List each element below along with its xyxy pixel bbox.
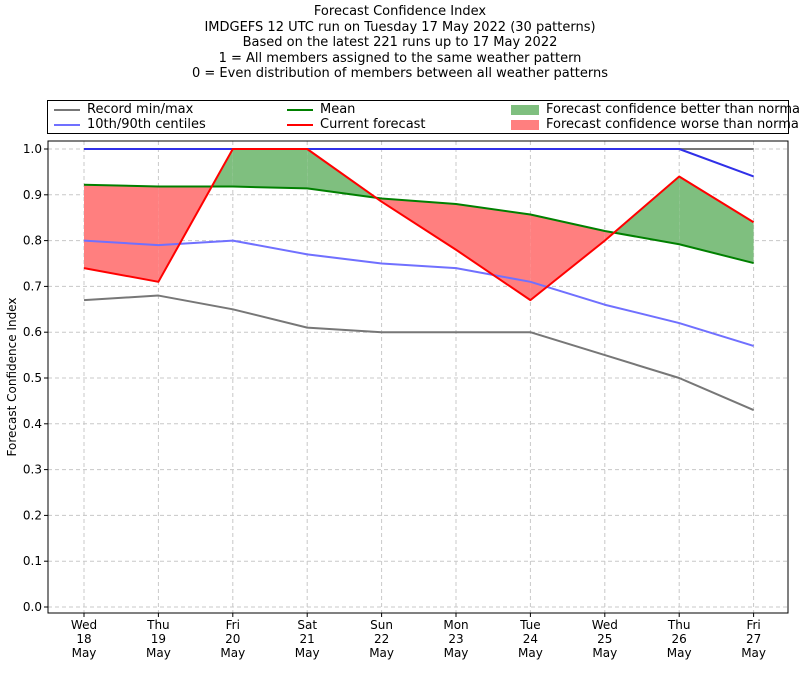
legend-swatch-record	[54, 109, 80, 111]
legend-label-centiles: 10th/90th centiles	[87, 117, 206, 132]
x-tick-label: May	[369, 646, 394, 660]
x-tick-label: 22	[374, 632, 389, 646]
y-tick-label: 0.7	[23, 279, 42, 293]
legend-swatch-centiles	[54, 124, 80, 126]
y-tick-label: 0.4	[23, 417, 42, 431]
legend-label-current: Current forecast	[320, 117, 426, 132]
legend-label-mean: Mean	[320, 102, 356, 117]
plot-frame	[47, 140, 789, 614]
chart-title: Forecast Confidence Index IMDGEFS 12 UTC…	[0, 4, 800, 82]
legend-item-worse: Forecast confidence worse than normal	[511, 118, 800, 132]
legend-swatch-worse	[511, 120, 539, 130]
title-line-5: 0 = Even distribution of members between…	[191, 66, 609, 81]
title-line-4: 1 = All members assigned to the same wea…	[218, 50, 582, 66]
x-tick-label: May	[444, 646, 469, 660]
y-tick-label: 0.0	[23, 600, 42, 614]
fill-worse-than-normal	[456, 203, 531, 301]
x-tick-label: Wed	[592, 618, 618, 632]
legend-label-better: Forecast confidence better than normal	[546, 102, 800, 117]
x-tick-label: 23	[448, 632, 463, 646]
legend-label-record: Record min/max	[87, 102, 194, 117]
title-line-1: Forecast Confidence Index	[313, 4, 487, 19]
x-tick-label: 21	[300, 632, 315, 646]
x-tick-label: Fri	[746, 618, 760, 632]
x-tick-label: Mon	[443, 618, 468, 632]
legend: Record min/max 10th/90th centiles Mean C…	[47, 100, 800, 134]
title-line-2: IMDGEFS 12 UTC run on Tuesday 17 May 202…	[204, 19, 596, 35]
y-tick-label: 0.3	[23, 463, 42, 477]
fill-worse-than-normal	[84, 184, 159, 282]
legend-item-centiles: 10th/90th centiles	[54, 118, 206, 132]
legend-item-mean: Mean	[287, 103, 355, 117]
y-tick-label: 0.1	[23, 554, 42, 568]
series-line-mean	[83, 183, 754, 265]
x-tick-label: May	[220, 646, 245, 660]
y-axis-label: Forecast Confidence Index	[5, 298, 19, 457]
y-tick-label: 0.5	[23, 371, 42, 385]
y-tick-label: 0.9	[23, 188, 42, 202]
x-tick-label: 20	[225, 632, 240, 646]
x-axis: Wed18MayThu19MayFri20MaySat21MaySun22May…	[71, 613, 766, 660]
series-line-current	[83, 148, 755, 302]
legend-swatch-better	[511, 105, 539, 115]
legend-item-better: Forecast confidence better than normal	[511, 103, 800, 117]
x-tick-label: 19	[151, 632, 166, 646]
x-tick-label: Fri	[226, 618, 240, 632]
x-tick-label: Tue	[519, 618, 541, 632]
y-tick-label: 0.6	[23, 325, 42, 339]
series-line-p90	[84, 148, 754, 178]
x-tick-label: Sat	[297, 618, 317, 632]
series-lines	[83, 148, 755, 411]
y-axis: 0.0 0.1 0.2 0.3 0.4 0.5 0.6 0.7 0.8 0.9 1.0	[23, 142, 48, 614]
x-tick-label: 27	[746, 632, 761, 646]
x-tick-label: May	[518, 646, 543, 660]
x-tick-label: May	[146, 646, 171, 660]
x-tick-label: Thu	[146, 618, 170, 632]
x-tick-label: May	[592, 646, 617, 660]
x-tick-label: May	[295, 646, 320, 660]
legend-item-record: Record min/max	[54, 103, 193, 117]
x-tick-label: May	[741, 646, 766, 660]
y-tick-label: 0.8	[23, 234, 42, 248]
legend-label-worse: Forecast confidence worse than normal	[546, 117, 800, 132]
fill-better-than-normal	[614, 176, 680, 245]
y-tick-label: 1.0	[23, 142, 42, 156]
x-tick-label: Sun	[370, 618, 393, 632]
y-tick-label: 0.2	[23, 508, 42, 522]
legend-swatch-mean	[287, 109, 313, 111]
x-tick-label: May	[72, 646, 97, 660]
fill-worse-than-normal	[530, 214, 605, 301]
x-tick-label: 25	[597, 632, 612, 646]
legend-swatch-current	[287, 124, 313, 126]
x-tick-label: 24	[523, 632, 538, 646]
x-tick-label: 26	[672, 632, 687, 646]
fill-better-than-normal	[232, 149, 308, 189]
x-tick-label: May	[667, 646, 692, 660]
series-line-p10	[83, 239, 754, 347]
title-line-3: Based on the latest 221 runs up to 17 Ma…	[242, 35, 558, 50]
legend-item-current: Current forecast	[287, 118, 426, 132]
x-tick-label: Thu	[667, 618, 691, 632]
x-tick-label: Wed	[71, 618, 97, 632]
x-tick-label: 18	[76, 632, 91, 646]
grid	[48, 141, 788, 613]
fill-better-than-normal	[679, 176, 754, 264]
series-line-record-min	[83, 294, 754, 411]
